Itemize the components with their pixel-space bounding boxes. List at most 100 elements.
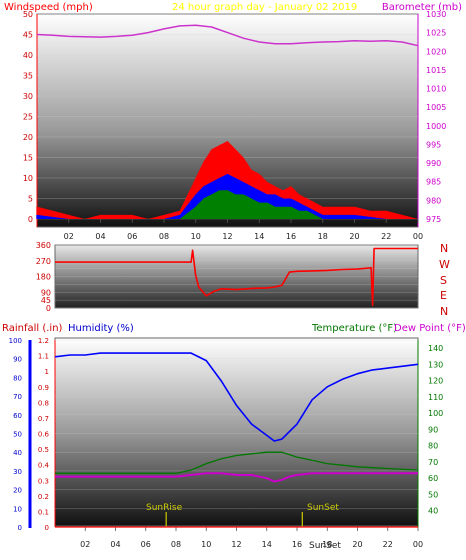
barometer-title: Barometer (mb) [382, 2, 462, 13]
time-tick-label: 14 [254, 232, 264, 241]
rain-tick-label: 0.5 [38, 446, 49, 454]
time-tick-label: 18 [318, 232, 328, 241]
rain-tick-label: 0.1 [38, 508, 49, 516]
baro-tick-label: 1015 [426, 66, 446, 75]
dewpoint-title: Dew Point (°F) [394, 323, 466, 334]
direction-label-n-top: N [440, 242, 448, 255]
temperature-tick-label: 130 [428, 360, 443, 369]
dewpoint-line [55, 472, 418, 483]
rain-tick-label: 0.3 [38, 477, 49, 485]
average-windspeed-bars [180, 190, 323, 219]
time-tick-label: 20 [349, 232, 359, 241]
temperature-title: Temperature (°F) [311, 323, 397, 334]
wind-tick-label: 35 [23, 72, 33, 81]
temperature-tick-label: 50 [428, 490, 438, 499]
rain-tick-label: 1 [45, 368, 49, 376]
wind-tick-label: 45 [23, 31, 33, 40]
wind-tick-label: 40 [23, 51, 33, 60]
baro-tick-label: 990 [426, 159, 441, 168]
time-tick-label: 16 [286, 232, 296, 241]
time-tick-label: 20 [352, 540, 362, 549]
humidity-temperature-plot: 010203040506070809010000.10.20.30.40.50.… [9, 337, 444, 549]
time-tick-label: 22 [381, 232, 391, 241]
direction-label-s: S [440, 274, 447, 287]
time-tick-label: 00 [413, 540, 423, 549]
temperature-tick-label: 120 [428, 377, 443, 386]
humidity-tick-label: 20 [13, 487, 22, 495]
barometer-line [36, 24, 419, 47]
rain-tick-label: 0 [45, 524, 49, 532]
rain-tick-label: 0.9 [38, 384, 49, 392]
time-tick-label: 16 [292, 540, 302, 549]
temperature-tick-label: 110 [428, 393, 443, 402]
time-tick-label: 04 [95, 232, 105, 241]
rain-tick-label: 0.6 [38, 431, 50, 439]
baro-tick-label: 975 [426, 215, 441, 224]
humidity-tick-label: 80 [13, 374, 22, 382]
rain-tick-label: 0.4 [38, 462, 50, 470]
wind-tick-label: 30 [23, 92, 33, 101]
humidity-line [54, 352, 419, 442]
humidity-tick-label: 50 [13, 431, 22, 439]
temperature-tick-label: 80 [428, 442, 438, 451]
lower-panel-background [54, 337, 419, 527]
time-tick-label: 14 [262, 540, 272, 549]
baro-tick-label: 1025 [426, 29, 446, 38]
direction-tick-label: 45 [41, 296, 51, 305]
time-tick-label: 08 [159, 232, 169, 241]
temperature-tick-label: 140 [428, 344, 443, 353]
humidity-tick-label: 40 [13, 449, 22, 457]
time-tick-label: 06 [141, 540, 151, 549]
wind-tick-label: 20 [23, 133, 33, 142]
humidity-tick-label: 30 [13, 468, 22, 476]
time-tick-label: 00 [413, 232, 423, 241]
wind-tick-label: 0 [28, 215, 33, 224]
rain-tick-label: 0.7 [38, 415, 49, 423]
rain-tick-label: 1.2 [38, 337, 49, 345]
direction-tick-label: 270 [36, 257, 51, 266]
temperature-tick-label: 90 [428, 425, 438, 434]
time-tick-label: 08 [171, 540, 181, 549]
baro-tick-label: 1030 [426, 10, 446, 19]
sunrise-label: SunRise [146, 503, 183, 513]
baro-tick-label: 1020 [426, 47, 446, 56]
direction-label-e: E [440, 289, 447, 302]
temperature-line [55, 451, 419, 474]
baro-tick-label: 1010 [426, 85, 446, 94]
wind-tick-label: 50 [23, 10, 33, 19]
wind-barometer-plot: 0510152025303540455097598098599099510001… [23, 10, 447, 241]
direction-label-n-bottom: N [440, 305, 448, 318]
time-tick-label: 02 [64, 232, 74, 241]
time-tick-label: 12 [222, 232, 232, 241]
time-tick-label: 12 [231, 540, 241, 549]
wind-tick-label: 5 [28, 195, 33, 204]
time-tick-label: 04 [110, 540, 120, 549]
sunset-label: SunSet [307, 503, 339, 513]
humidity-tick-label: 70 [13, 393, 22, 401]
temperature-tick-label: 40 [428, 507, 438, 516]
rain-tick-label: 1.1 [38, 353, 49, 361]
humidity-tick-label: 0 [18, 524, 22, 532]
direction-tick-label: 180 [36, 273, 51, 282]
temperature-tick-label: 70 [428, 458, 438, 467]
windspeed-title: Windspeed (mph) [4, 2, 93, 13]
temperature-tick-label: 60 [428, 474, 438, 483]
wind-tick-label: 10 [23, 174, 33, 183]
direction-label-w: W [439, 258, 450, 271]
time-tick-label: 06 [127, 232, 137, 241]
temperature-tick-label: 100 [428, 409, 443, 418]
direction-panel-background [54, 244, 419, 309]
direction-tick-label: 360 [36, 241, 51, 250]
humidity-tick-label: 10 [13, 505, 22, 513]
baro-tick-label: 995 [426, 140, 441, 149]
sunset-bottom-label: SunSet [309, 541, 341, 551]
time-tick-label: 02 [80, 540, 90, 549]
rain-tick-label: 0.8 [38, 399, 49, 407]
humidity-title: Humidity (%) [68, 323, 134, 334]
time-tick-label: 10 [191, 232, 201, 241]
time-tick-label: 22 [383, 540, 393, 549]
baro-tick-label: 1005 [426, 103, 446, 112]
time-tick-label: 10 [201, 540, 211, 549]
